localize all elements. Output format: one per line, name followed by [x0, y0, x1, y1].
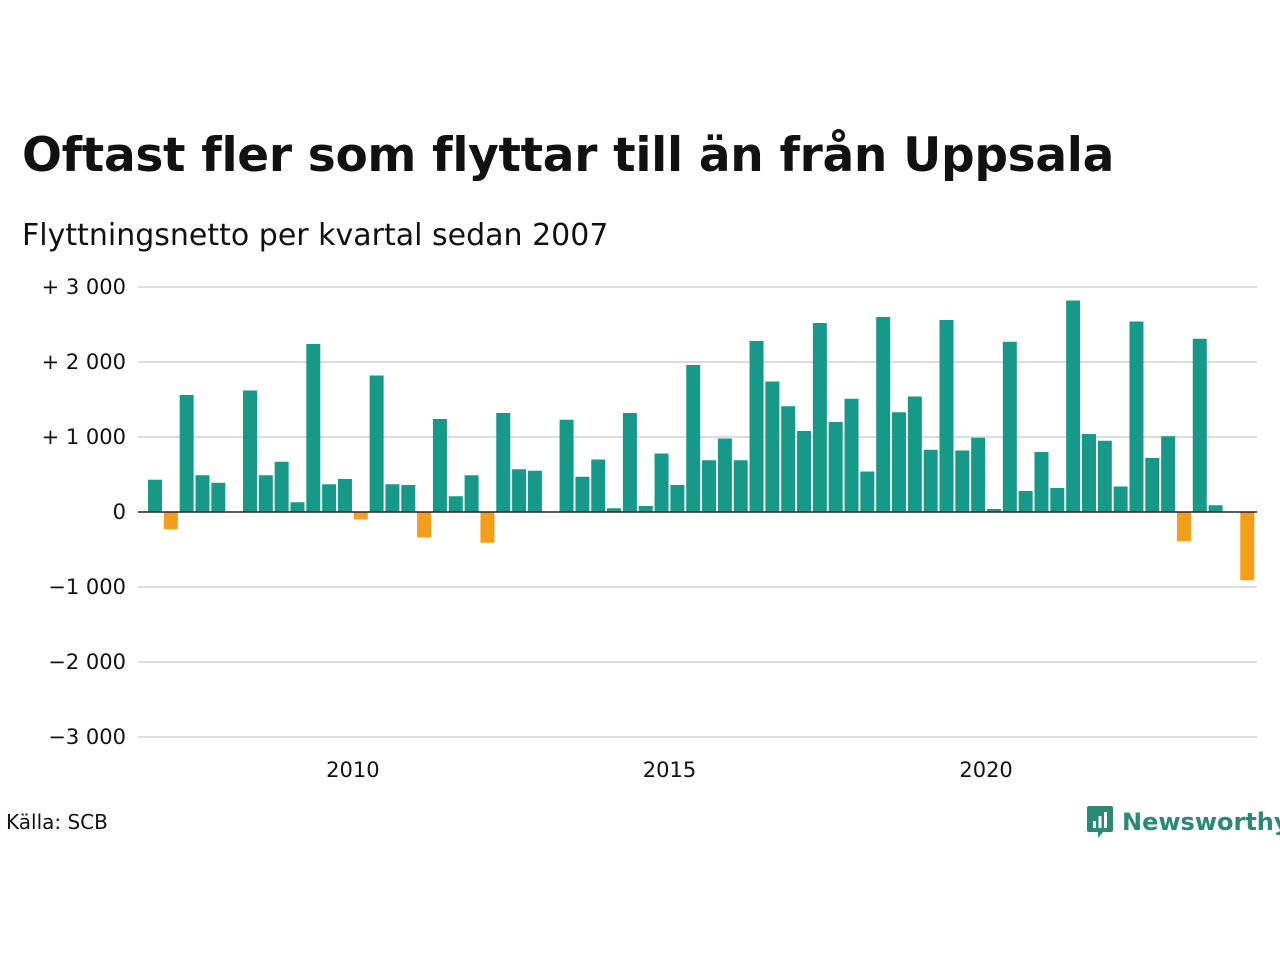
- bar: [971, 437, 986, 512]
- bar: [512, 469, 527, 512]
- y-tick-label: + 2 000: [42, 350, 126, 374]
- bar: [1129, 321, 1144, 512]
- chart-title: Oftast fler som flyttar till än från Upp…: [22, 128, 1114, 183]
- source-note: Källa: SCB: [6, 810, 108, 834]
- bar: [258, 475, 273, 512]
- bar: [195, 475, 210, 512]
- bar: [211, 482, 226, 512]
- bar: [290, 502, 305, 512]
- y-tick-label: 0: [113, 500, 126, 524]
- bar: [702, 460, 717, 512]
- bar: [670, 485, 685, 512]
- bar: [179, 395, 194, 512]
- bar: [385, 484, 400, 512]
- bar: [1113, 486, 1128, 512]
- bar: [464, 475, 479, 512]
- bar: [892, 412, 907, 512]
- bar: [1176, 512, 1191, 542]
- bar: [591, 459, 606, 512]
- bar: [527, 470, 542, 512]
- x-tick-label: 2010: [326, 758, 379, 782]
- bar: [337, 479, 352, 512]
- y-tick-label: −1 000: [48, 575, 126, 599]
- bar: [860, 471, 875, 512]
- bar: [1081, 434, 1096, 512]
- bar: [148, 479, 162, 512]
- bar: [306, 344, 321, 512]
- newsworthy-logo: Newsworthy: [1086, 802, 1280, 842]
- bar: [781, 406, 796, 512]
- bar: [955, 450, 970, 512]
- newsworthy-logo-icon: [1087, 806, 1113, 838]
- bar: [907, 396, 922, 512]
- bar: [1208, 505, 1223, 512]
- bar: [401, 485, 416, 512]
- bar: [1018, 491, 1033, 512]
- bar: [1192, 338, 1207, 512]
- bar: [369, 375, 384, 512]
- bar: [1050, 488, 1065, 512]
- bar: [432, 419, 447, 512]
- bar: [575, 476, 590, 512]
- bar: [353, 512, 368, 520]
- bar: [749, 341, 764, 512]
- bar: [622, 413, 637, 512]
- bar: [844, 398, 859, 512]
- bar: [163, 512, 178, 530]
- bar: [448, 496, 463, 512]
- bar: [733, 460, 748, 512]
- y-tick-label: −3 000: [48, 725, 126, 749]
- bar: [765, 381, 780, 512]
- bars: [148, 300, 1255, 581]
- chart-subtitle: Flyttningsnetto per kvartal sedan 2007: [22, 218, 609, 253]
- bar: [480, 512, 495, 543]
- bar: [654, 453, 669, 512]
- y-tick-label: −2 000: [48, 650, 126, 674]
- bar: [812, 323, 827, 512]
- bar: [559, 419, 574, 512]
- bar: [1002, 341, 1017, 512]
- newsworthy-logo-text: Newsworthy: [1122, 808, 1280, 836]
- bar: [717, 438, 732, 512]
- bar: [607, 508, 622, 512]
- bar: [1066, 300, 1081, 512]
- bar: [986, 509, 1001, 512]
- bar: [797, 431, 812, 512]
- bar: [638, 506, 653, 512]
- axes: + 3 000 + 2 000 + 1 000 0 −1 000 −2 000 −3 000…: [42, 275, 1257, 782]
- bar: [1034, 452, 1049, 512]
- x-tick-label: 2015: [643, 758, 696, 782]
- bar: [876, 317, 891, 512]
- bar: [923, 449, 938, 512]
- bar: [1145, 458, 1160, 512]
- y-tick-label: + 1 000: [42, 425, 126, 449]
- bar: [496, 413, 511, 512]
- bar: [686, 365, 701, 512]
- bar: [939, 320, 954, 512]
- bar: [274, 461, 289, 512]
- bar: [828, 422, 843, 512]
- bar: [1161, 436, 1176, 512]
- bar: [242, 390, 257, 512]
- bar: [1240, 512, 1255, 581]
- bar: [322, 484, 337, 512]
- bar: [417, 512, 432, 538]
- y-tick-label: + 3 000: [42, 275, 126, 299]
- bar: [1097, 440, 1112, 512]
- x-tick-label: 2020: [959, 758, 1012, 782]
